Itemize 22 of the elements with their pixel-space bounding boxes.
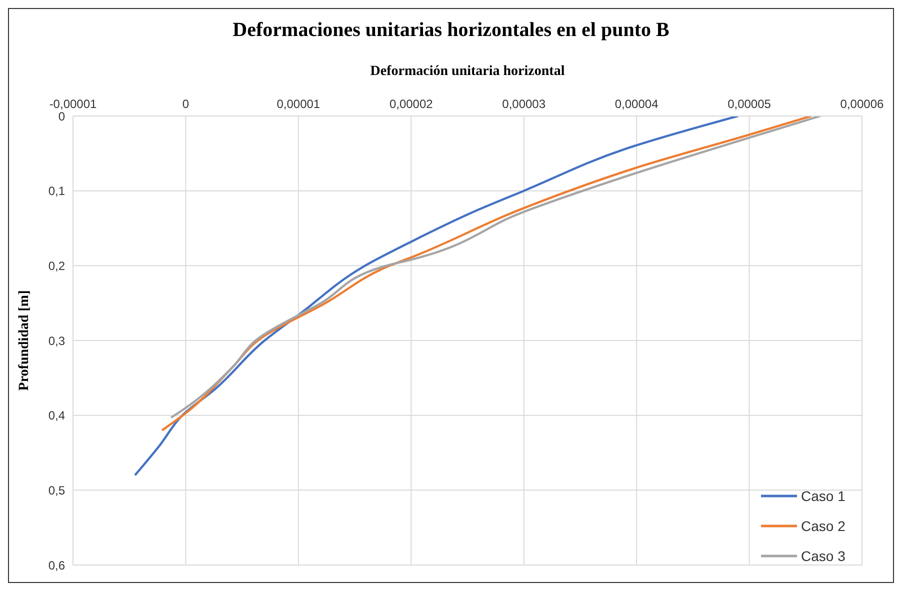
x-tick-label: -0,00001 [49, 97, 98, 111]
x-tick-label: 0,00003 [502, 97, 546, 111]
x-tick-label: 0,00001 [276, 97, 320, 111]
y-axis-title: Profundidad [m] [16, 290, 32, 391]
legend-label: Caso 1 [801, 488, 846, 504]
y-tick-label: 0,6 [48, 558, 66, 572]
x-tick-label: 0 [182, 97, 190, 111]
x-tick-label: 0,00004 [614, 97, 659, 111]
legend-label: Caso 2 [801, 518, 846, 534]
y-tick-label: 0,4 [48, 408, 66, 423]
legend-label: Caso 3 [801, 548, 846, 564]
x-tick-label: 0,00002 [389, 97, 434, 111]
y-tick-label: 0,3 [48, 334, 66, 348]
y-tick-label: 0,2 [48, 258, 66, 273]
y-tick-label: 0,1 [48, 184, 66, 198]
x-tick-label: 0,00005 [728, 97, 772, 111]
x-axis-title: Deformación unitaria horizontal [370, 64, 565, 79]
line-series [134, 116, 740, 476]
y-tick-label: 0,5 [48, 483, 66, 498]
chart-title: Deformaciones unitarias horizontales en el punto B [232, 19, 670, 42]
y-tick-label: 0 [58, 109, 66, 124]
x-tick-label: 0,00006 [840, 97, 884, 111]
